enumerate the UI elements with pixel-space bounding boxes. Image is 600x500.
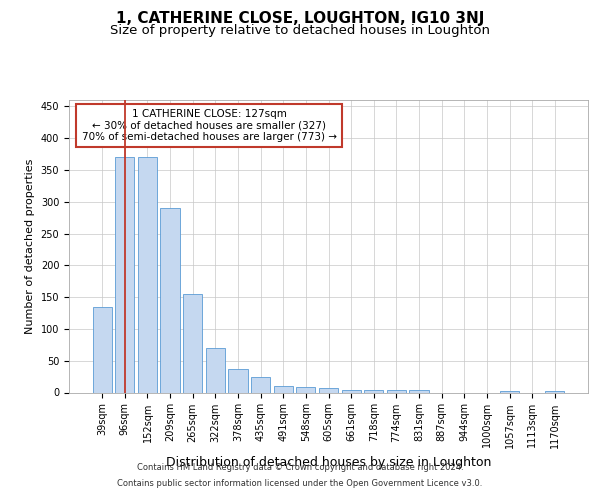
Bar bbox=[296, 388, 316, 392]
Bar bbox=[319, 388, 338, 392]
Bar bbox=[545, 390, 565, 392]
Bar bbox=[183, 294, 202, 392]
Bar bbox=[92, 306, 112, 392]
X-axis label: Distribution of detached houses by size in Loughton: Distribution of detached houses by size … bbox=[166, 456, 491, 469]
Bar bbox=[115, 157, 134, 392]
Bar bbox=[138, 157, 157, 392]
Text: 1, CATHERINE CLOSE, LOUGHTON, IG10 3NJ: 1, CATHERINE CLOSE, LOUGHTON, IG10 3NJ bbox=[116, 11, 484, 26]
Bar bbox=[341, 390, 361, 392]
Bar bbox=[274, 386, 293, 392]
Bar bbox=[251, 376, 270, 392]
Bar bbox=[500, 390, 519, 392]
Bar bbox=[206, 348, 225, 393]
Y-axis label: Number of detached properties: Number of detached properties bbox=[25, 158, 35, 334]
Text: 1 CATHERINE CLOSE: 127sqm
← 30% of detached houses are smaller (327)
70% of semi: 1 CATHERINE CLOSE: 127sqm ← 30% of detac… bbox=[82, 109, 337, 142]
Text: Contains HM Land Registry data © Crown copyright and database right 2024.: Contains HM Land Registry data © Crown c… bbox=[137, 464, 463, 472]
Text: Contains public sector information licensed under the Open Government Licence v3: Contains public sector information licen… bbox=[118, 478, 482, 488]
Bar bbox=[409, 390, 428, 392]
Bar bbox=[229, 369, 248, 392]
Text: Size of property relative to detached houses in Loughton: Size of property relative to detached ho… bbox=[110, 24, 490, 37]
Bar bbox=[364, 390, 383, 392]
Bar bbox=[387, 390, 406, 392]
Bar bbox=[160, 208, 180, 392]
